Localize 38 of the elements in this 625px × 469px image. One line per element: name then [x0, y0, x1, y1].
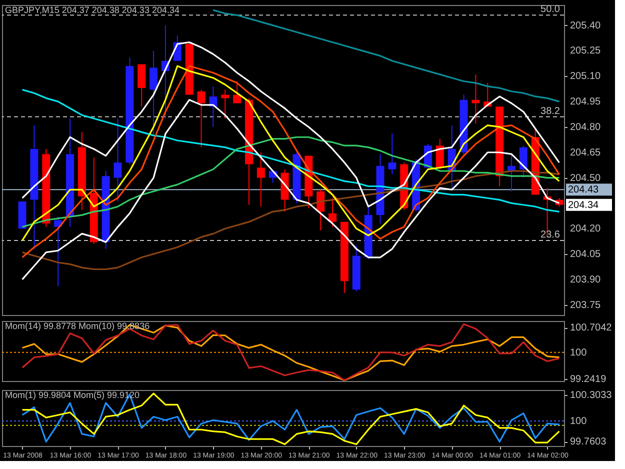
y-tick-label: 205.40	[570, 20, 602, 32]
y-tick-label: 205.10	[570, 71, 602, 82]
y-tick-label: 204.95	[570, 96, 602, 108]
y-tick-label: 99.7603	[570, 436, 607, 448]
y-tick-label: 99.2419	[570, 374, 607, 386]
candlestick	[197, 89, 206, 148]
candlestick	[138, 64, 146, 108]
chart-title: GBPJPY,M15 204.37 204.38 204.33 204.34	[5, 5, 180, 15]
candlestick	[472, 74, 480, 124]
line-series	[21, 41, 560, 208]
y-tick-label: 205.25	[570, 46, 602, 57]
y-tick-label: 100	[570, 416, 588, 428]
y-tick-label: 100	[570, 347, 588, 358]
y-tick-label: 204.80	[570, 122, 602, 133]
annotation: 38.2	[540, 106, 560, 117]
annotation: 50.0	[540, 4, 560, 16]
candlestick	[256, 152, 265, 208]
candlestick	[328, 198, 337, 228]
annotation: 23.6	[540, 229, 560, 240]
ref-line-label: 204.43	[568, 184, 600, 196]
candlestick	[233, 80, 242, 104]
text: 204.34	[568, 200, 600, 211]
y-tick-label: 204.50	[570, 172, 602, 184]
candlestick	[54, 216, 62, 287]
y-tick-label: 204.05	[570, 249, 602, 260]
y-tick-label: 203.75	[570, 300, 602, 311]
y-tick-label: 204.65	[570, 147, 602, 158]
line-series	[21, 136, 560, 228]
y-tick-label: 100.3033	[570, 390, 612, 401]
y-tick-label: 204.20	[570, 224, 602, 235]
line-series	[21, 88, 560, 212]
candlestick	[436, 138, 444, 170]
candlestick	[114, 118, 122, 202]
chart-title: Mom(1) 99.9804 Mom(5) 99.9120	[5, 390, 140, 400]
y-tick-label: 100.7042	[570, 322, 612, 334]
candlestick	[150, 50, 158, 134]
candlestick	[388, 133, 396, 175]
y-tick-label: 203.90	[570, 274, 602, 286]
